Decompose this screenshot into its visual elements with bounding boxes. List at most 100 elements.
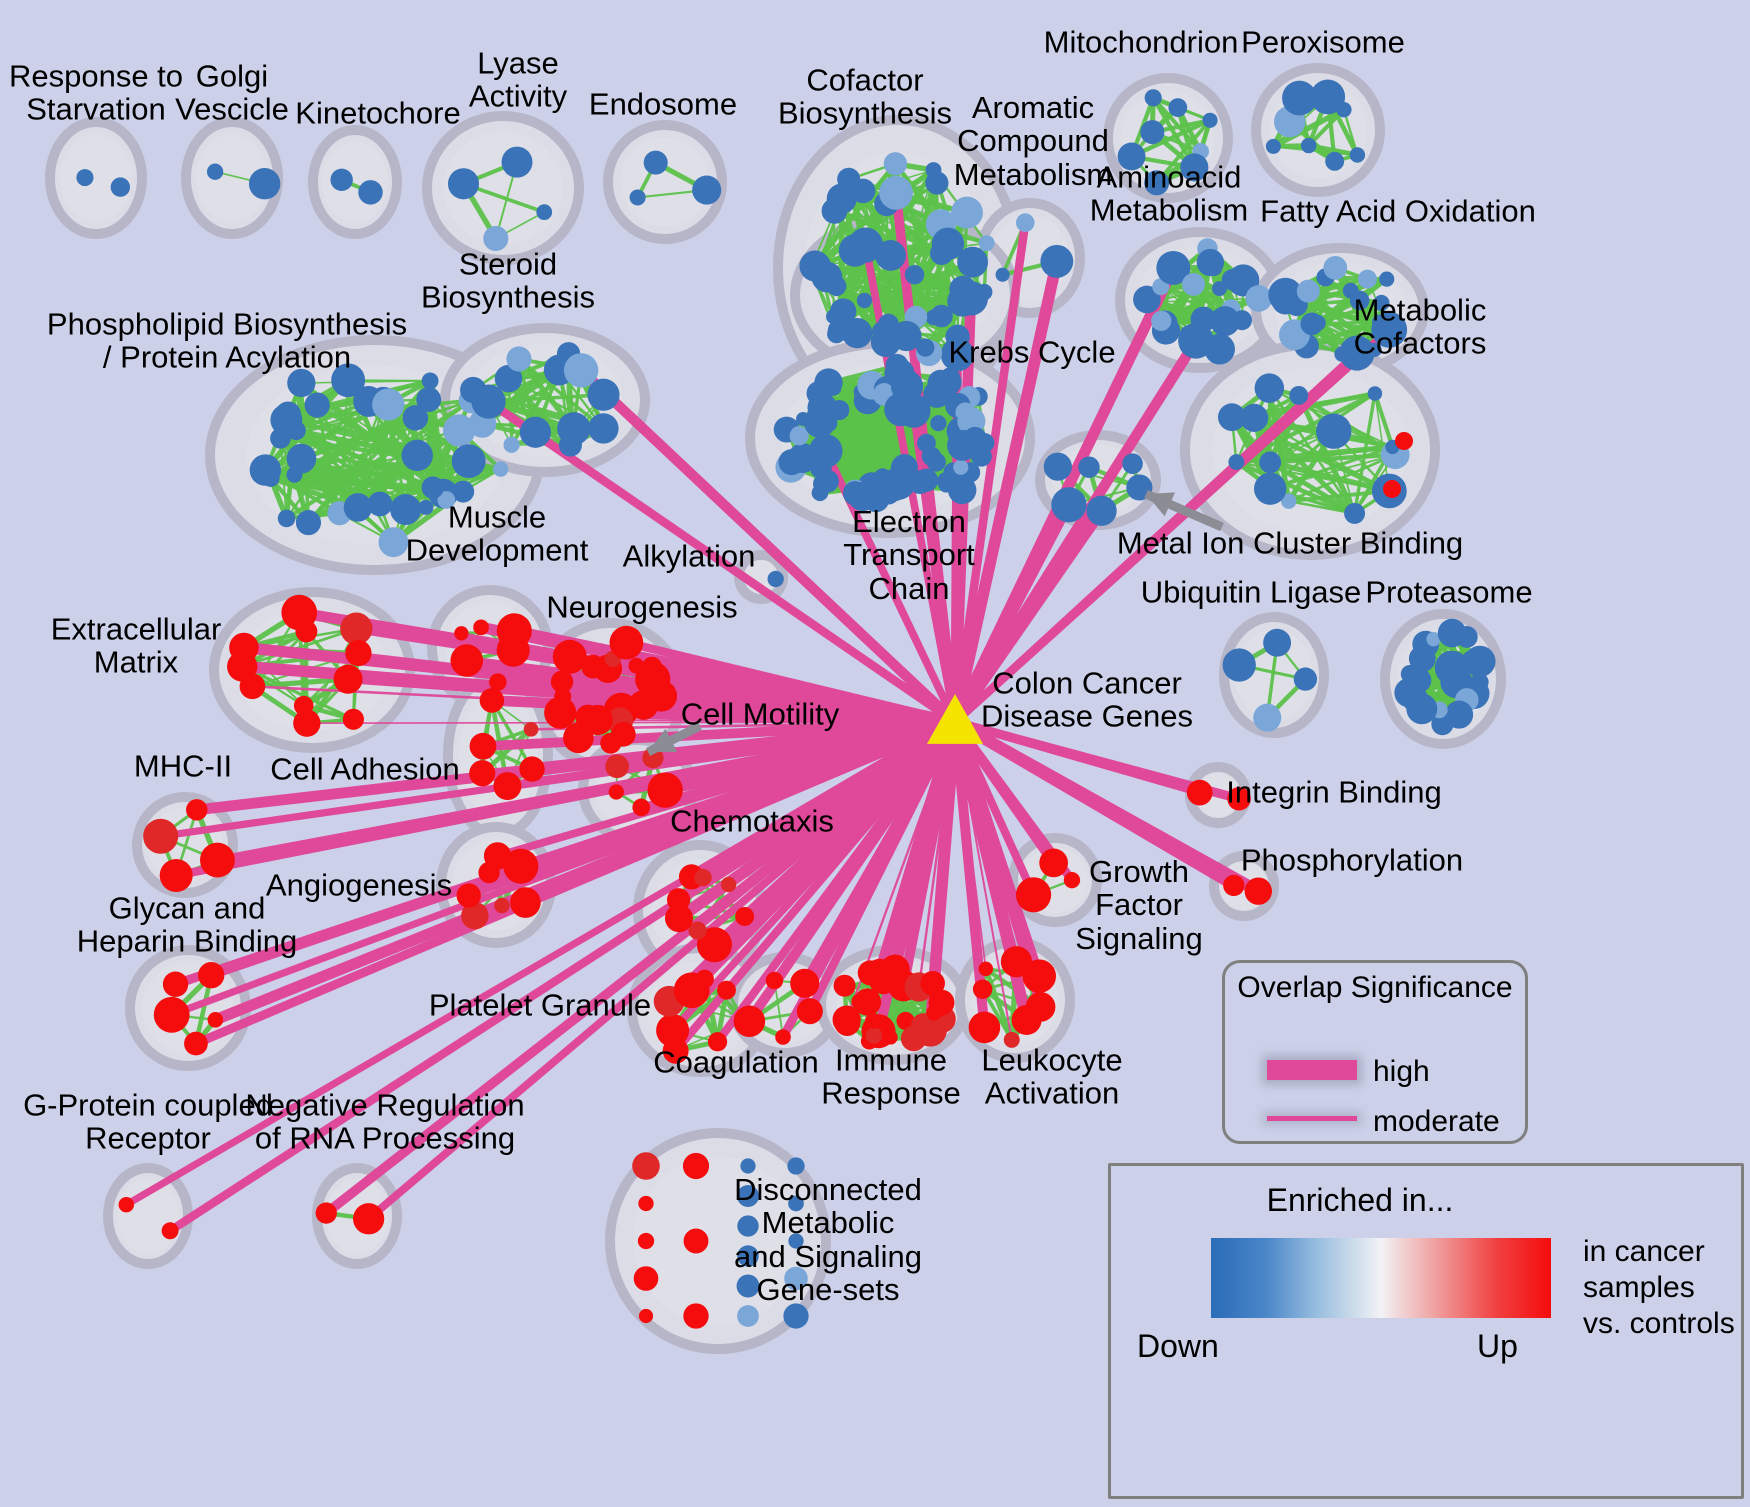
gene-set-node: [295, 620, 318, 643]
gene-set-node: [629, 189, 646, 206]
gene-set-node: [340, 612, 373, 645]
hub-edge-high: [949, 260, 1063, 724]
gene-set-node: [600, 732, 622, 754]
gene-set-node: [494, 364, 523, 393]
gene-set-node: [510, 887, 541, 918]
gene-set-node: [638, 1308, 654, 1324]
gene-set-node: [503, 436, 520, 453]
annotation-arrows: [645, 489, 1224, 757]
gene-set-node: [552, 639, 587, 674]
gene-set-node: [1316, 413, 1352, 449]
gene-set-node: [609, 625, 644, 660]
gene-set-node: [632, 1152, 660, 1180]
gene-set-node: [342, 708, 364, 730]
gene-set-node: [390, 494, 422, 526]
gene-set-node: [1379, 271, 1395, 287]
gene-set-node: [563, 722, 594, 754]
cluster-halo-inner: [620, 137, 710, 227]
gene-set-node: [811, 261, 843, 293]
cluster-edge: [301, 380, 431, 384]
gene-set-node: [1182, 272, 1205, 296]
gene-set-node: [917, 433, 936, 453]
gene-set-node: [496, 613, 532, 649]
hub-edge-high: [124, 718, 957, 1208]
gene-set-node: [1470, 672, 1489, 692]
gene-set-node: [1245, 285, 1273, 312]
gene-set-node: [953, 459, 969, 475]
hub-edge-high: [889, 720, 961, 971]
cluster-edge: [251, 630, 308, 688]
gene-set-node: [493, 772, 522, 801]
gene-set-node: [277, 509, 296, 528]
gene-set-node: [813, 474, 833, 494]
gene-set-node: [856, 292, 873, 309]
legend-high-swatch: [1267, 1060, 1357, 1080]
hub-edge-moderate: [725, 721, 957, 992]
gene-set-node: [688, 921, 707, 940]
gene-set-node: [286, 443, 317, 474]
gene-set-node: [642, 747, 664, 769]
gene-set-node: [1133, 285, 1161, 314]
cluster-halo-inner: [196, 134, 268, 222]
gene-set-node: [938, 477, 954, 493]
gene-set-node: [1022, 959, 1057, 993]
gene-set-node: [633, 1266, 659, 1291]
gene-set-node: [287, 368, 316, 398]
gene-set-node: [925, 171, 949, 195]
gene-set-node: [1086, 495, 1117, 526]
gene-set-node: [1357, 269, 1377, 289]
gene-set-node: [945, 324, 970, 349]
gene-set-node: [469, 760, 496, 787]
gene-set-node: [143, 818, 179, 854]
gene-set-node: [767, 570, 784, 588]
gene-set-node: [452, 480, 475, 503]
gene-set-node: [1039, 848, 1068, 878]
gene-set-node: [1117, 142, 1146, 171]
gene-set-node: [588, 413, 619, 444]
gene-set-node: [1373, 294, 1390, 312]
gene-set-node: [483, 225, 509, 252]
gene-set-node: [248, 167, 281, 200]
gene-set-node: [789, 426, 809, 446]
gene-set-node: [402, 405, 429, 431]
gene-set-node: [930, 415, 947, 432]
gene-set-node: [1254, 373, 1285, 403]
gene-set-node: [333, 664, 363, 694]
gene-set-node: [978, 961, 994, 977]
gene-set-node: [494, 897, 510, 914]
gene-set-node: [460, 376, 487, 404]
gene-set-node: [829, 399, 850, 421]
gene-set-node: [1254, 472, 1287, 505]
hub-edge-high: [323, 718, 958, 1217]
gene-set-node: [1339, 335, 1375, 371]
hub-edge-high: [952, 350, 1360, 725]
gene-set-node: [830, 298, 857, 325]
hub-edge-high: [167, 718, 958, 1235]
gene-set-node: [331, 363, 366, 398]
gene-set-node: [501, 146, 533, 178]
gene-set-node: [506, 346, 532, 372]
gene-set-node: [1268, 277, 1303, 313]
gene-set-node: [1395, 432, 1413, 450]
enrichment-up-label: Up: [1477, 1328, 1518, 1364]
gene-set-node: [1156, 250, 1191, 285]
gene-set-node: [853, 988, 882, 1016]
gene-set-node: [848, 227, 884, 263]
gene-set-node: [345, 639, 372, 667]
gene-set-node: [378, 527, 409, 558]
gene-set-node: [1300, 137, 1317, 154]
gene-set-node: [871, 321, 894, 343]
gene-set-node: [200, 842, 235, 878]
hub-edge-high: [577, 366, 959, 726]
gene-set-node: [1126, 474, 1153, 501]
gene-set-node: [865, 1027, 883, 1044]
cluster-halo-inner: [443, 131, 563, 245]
gene-set-node: [978, 235, 995, 252]
hub-edge-high: [771, 719, 958, 983]
gene-set-node: [536, 204, 553, 221]
gene-set-node: [1325, 151, 1345, 171]
gene-set-node: [833, 974, 856, 997]
gene-set-node: [740, 1158, 756, 1174]
gene-set-node: [879, 175, 913, 210]
gene-set-node: [1349, 147, 1366, 163]
